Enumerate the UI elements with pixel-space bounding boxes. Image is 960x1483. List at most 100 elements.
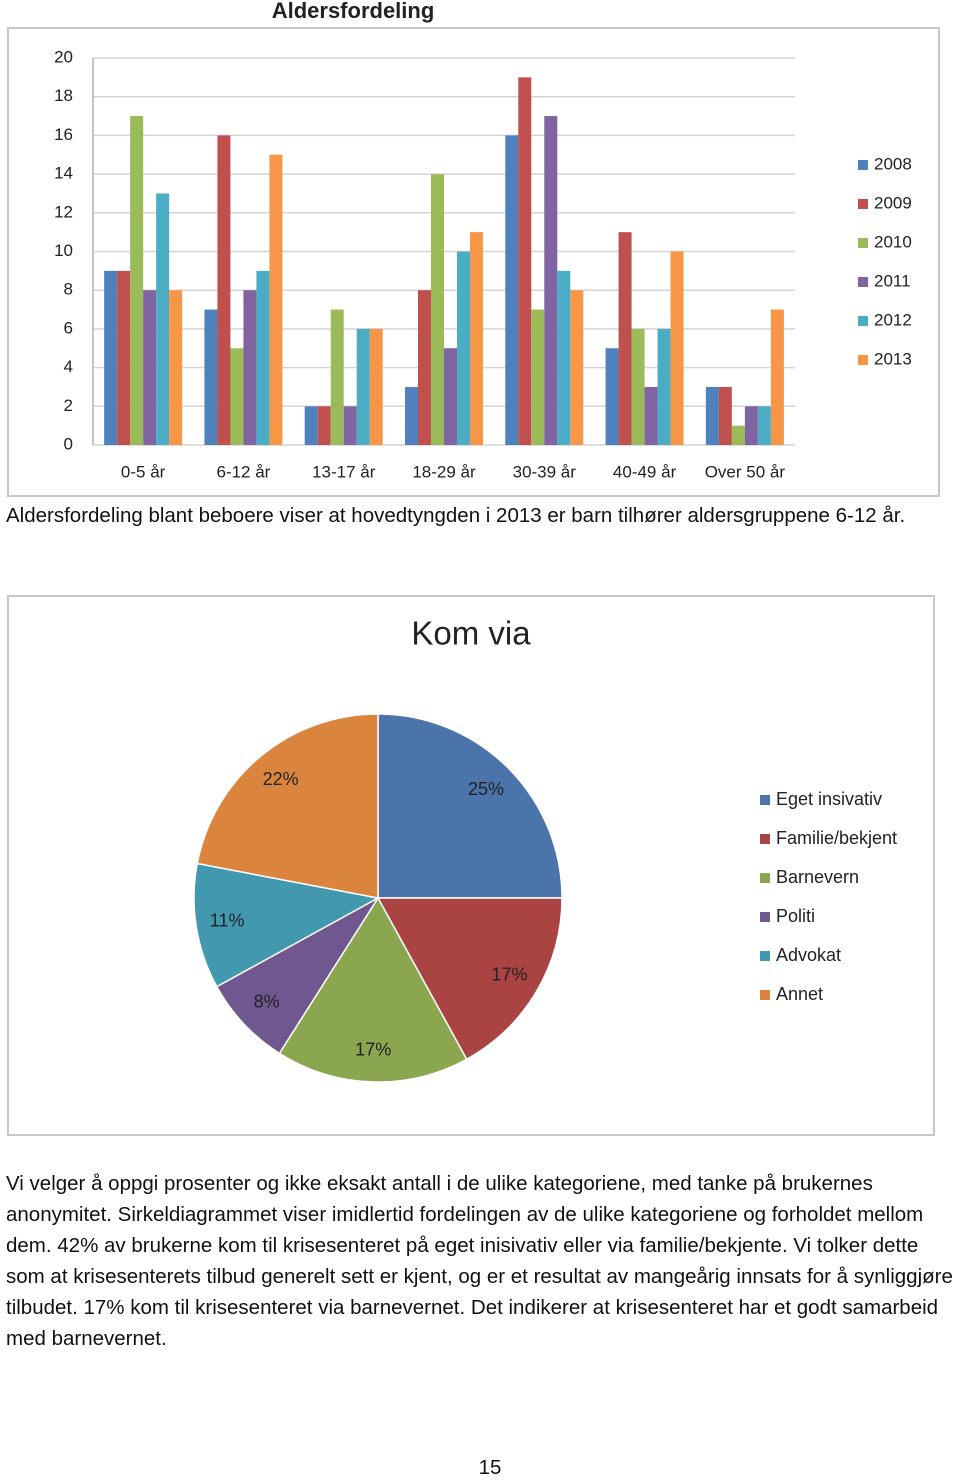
bar — [557, 270, 571, 445]
y-tick-label: 14 — [54, 164, 73, 183]
y-tick-label: 20 — [54, 47, 73, 66]
pie-slice — [278, 896, 468, 1083]
y-tick-label: 0 — [64, 434, 73, 453]
bar — [356, 328, 370, 445]
bar — [518, 77, 532, 445]
pie-slice — [376, 897, 563, 1061]
x-tick-label: 18-29 år — [412, 462, 476, 481]
bar — [705, 386, 719, 445]
bar — [343, 406, 357, 445]
y-tick-label: 16 — [54, 125, 73, 144]
bar — [104, 270, 118, 445]
legend-swatch — [760, 951, 770, 961]
legend-swatch — [760, 990, 770, 1000]
page-number: 15 — [478, 1456, 502, 1479]
legend-label: 2013 — [874, 349, 912, 368]
y-tick-label: 6 — [64, 318, 73, 337]
pie-chart-title: Kom via — [411, 615, 531, 652]
y-tick-label: 4 — [64, 357, 73, 376]
legend-swatch — [858, 277, 868, 287]
legend-label: 2008 — [874, 154, 912, 173]
bar — [770, 309, 784, 445]
y-tick-label: 10 — [54, 241, 73, 260]
y-tick-label: 12 — [54, 202, 73, 221]
legend-label: 2011 — [874, 271, 911, 290]
legend-swatch — [858, 160, 868, 170]
x-tick-label: 30-39 år — [513, 462, 577, 481]
bar — [217, 135, 231, 445]
bar-chart-title: Aldersfordeling — [272, 0, 435, 23]
legend-swatch — [858, 316, 868, 326]
bar — [744, 406, 758, 445]
bar — [143, 290, 157, 445]
data-label: 22% — [263, 769, 299, 789]
data-label: 25% — [468, 779, 504, 799]
bar — [505, 135, 519, 445]
data-label: 8% — [254, 991, 280, 1011]
y-tick-label: 8 — [64, 280, 73, 299]
legend-swatch — [760, 912, 770, 922]
paragraph: Vi velger å oppgi prosenter og ikke eksa… — [6, 1172, 953, 1350]
data-label: 11% — [210, 911, 245, 931]
y-tick-label: 18 — [54, 86, 73, 105]
bar — [670, 251, 684, 445]
bar — [644, 386, 658, 445]
bar — [457, 251, 470, 445]
bar — [117, 270, 131, 445]
bar — [431, 174, 444, 445]
legend-label: Eget insivativ — [776, 789, 882, 809]
bar — [444, 348, 457, 445]
pie-slice — [215, 897, 379, 1055]
bar — [330, 309, 344, 445]
legend-swatch — [858, 238, 868, 248]
bar — [531, 309, 545, 445]
legend-label: 2012 — [874, 310, 912, 329]
legend-label: Familie/bekjent — [776, 828, 897, 848]
x-tick-label: 13-17 år — [312, 462, 376, 481]
legend-label: 2009 — [874, 193, 912, 212]
legend-swatch — [760, 795, 770, 805]
legend-label: Annet — [776, 984, 823, 1004]
bar — [418, 290, 431, 445]
x-tick-label: 40-49 år — [613, 462, 677, 481]
bar — [618, 232, 632, 445]
bar — [605, 348, 619, 445]
legend-label: 2010 — [874, 232, 912, 251]
x-tick-label: 6-12 år — [216, 462, 270, 481]
data-label: 17% — [491, 964, 527, 984]
bar — [317, 406, 331, 445]
legend-label: Advokat — [776, 945, 841, 965]
bar — [718, 386, 732, 445]
bar — [304, 406, 318, 445]
caption: Aldersfordeling blant beboere viser at h… — [6, 504, 906, 527]
x-tick-label: Over 50 år — [705, 462, 786, 481]
bar — [631, 328, 645, 445]
bar — [230, 348, 244, 445]
bar — [405, 386, 418, 445]
charts: Aldersfordeling Kom via 0 2 4 6 8 10 12 14 16 18 2… — [7, 0, 940, 1136]
bar — [657, 328, 671, 445]
bar — [156, 193, 170, 445]
bar — [731, 425, 745, 445]
bar — [130, 116, 144, 446]
legend-label: Barnevern — [776, 867, 859, 887]
bar — [256, 270, 270, 445]
pie-slice — [377, 713, 563, 899]
legend-swatch — [760, 834, 770, 844]
bar — [570, 290, 584, 445]
bar — [544, 116, 558, 446]
legend-swatch — [858, 355, 868, 365]
bar — [369, 328, 383, 445]
bar — [204, 309, 218, 445]
legend-label: Politi — [776, 906, 815, 926]
bar — [243, 290, 257, 445]
bar — [269, 154, 283, 445]
bar — [470, 232, 483, 445]
legend-swatch — [858, 199, 868, 209]
pie-slice — [193, 862, 381, 988]
bar — [169, 290, 183, 445]
pie-slice — [196, 713, 379, 899]
x-tick-label: 0-5 år — [121, 462, 166, 481]
data-label: 17% — [355, 1039, 391, 1059]
